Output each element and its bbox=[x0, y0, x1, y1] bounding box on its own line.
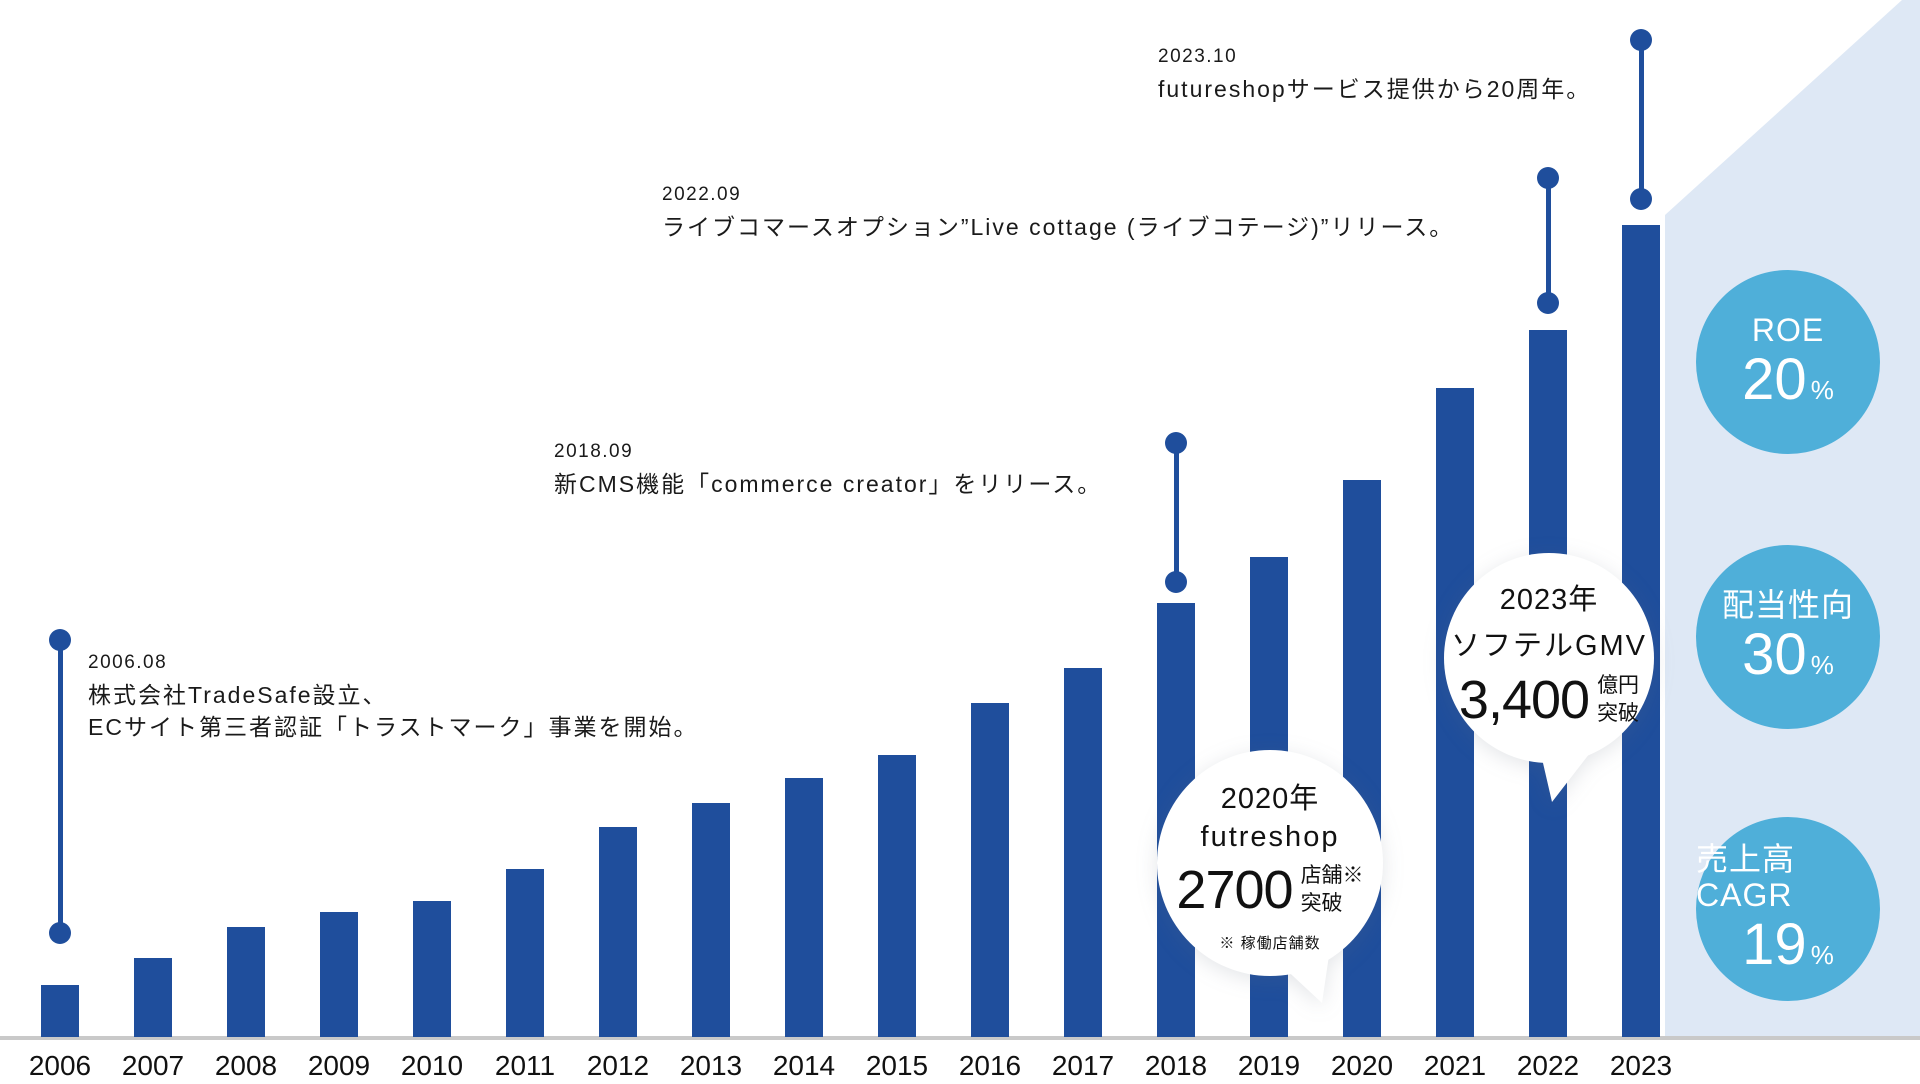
bubble-content: 2020年 futreshop 2700 店舗※ 突破 ※ 稼働店舗数 bbox=[1155, 775, 1385, 953]
year-label-2012: 2012 bbox=[586, 1050, 650, 1081]
bubble-unit: 店舗※ 突破 bbox=[1300, 864, 1364, 915]
milestone-connector-line bbox=[1638, 40, 1644, 199]
year-label-2009: 2009 bbox=[307, 1050, 371, 1081]
bubble-number: 3,400 bbox=[1458, 670, 1590, 730]
year-label-2011: 2011 bbox=[494, 1050, 556, 1081]
bar-2009 bbox=[320, 912, 358, 1037]
connector-dot-bottom bbox=[49, 922, 71, 944]
bar-2013 bbox=[692, 803, 730, 1037]
year-label-2017: 2017 bbox=[1051, 1050, 1115, 1081]
bubble-footnote: ※ 稼働店舗数 bbox=[1219, 935, 1321, 952]
connector-dot-bottom bbox=[1165, 571, 1187, 593]
milestone-2022: 2022.09 ライブコマースオプション”Live cottage (ライブコテ… bbox=[662, 184, 1454, 243]
kpi-number: 19 bbox=[1742, 911, 1807, 977]
milestone-date: 2006.08 bbox=[88, 652, 168, 673]
kpi-label: 配当性向 bbox=[1721, 586, 1854, 623]
bubble-number: 2700 bbox=[1176, 860, 1293, 920]
kpi-sales-cagr-circle: 売上高CAGR 19 % bbox=[1696, 817, 1880, 1001]
kpi-unit: % bbox=[1810, 650, 1834, 681]
kpi-roe-circle: ROE 20 % bbox=[1696, 270, 1880, 454]
bubble-figure: 3,400 億円 突破 bbox=[1439, 672, 1659, 728]
bubble-service-name: ソフテルGMV bbox=[1450, 630, 1648, 662]
year-label-2019: 2019 bbox=[1237, 1050, 1301, 1081]
kpi-label: ROE bbox=[1751, 311, 1825, 348]
year-label-2013: 2013 bbox=[679, 1050, 743, 1081]
milestone-date: 2023.10 bbox=[1158, 46, 1238, 67]
year-label-2022: 2022 bbox=[1516, 1050, 1580, 1081]
year-label-2016: 2016 bbox=[958, 1050, 1022, 1081]
kpi-unit: % bbox=[1810, 939, 1834, 970]
milestone-text: 株式会社TradeSafe設立、 bbox=[88, 682, 388, 708]
milestone-2006: 2006.08 株式会社TradeSafe設立、 ECサイト第三者認証「トラスト… bbox=[88, 652, 699, 743]
milestone-connector-line bbox=[57, 640, 63, 933]
bar-2014 bbox=[785, 778, 823, 1037]
bar-2007 bbox=[134, 958, 172, 1037]
connector-dot-top bbox=[1630, 29, 1652, 51]
year-label-2015: 2015 bbox=[865, 1050, 929, 1081]
milestone-date: 2018.09 bbox=[554, 441, 634, 462]
bubble-content: 2023年 ソフテルGMV 3,400 億円 突破 bbox=[1439, 576, 1659, 728]
year-label-2018: 2018 bbox=[1144, 1050, 1208, 1081]
speech-bubble-shape bbox=[1444, 553, 1654, 802]
kpi-value: 30 % bbox=[1742, 622, 1834, 688]
year-label-2010: 2010 bbox=[400, 1050, 464, 1081]
year-label-2006: 2006 bbox=[28, 1050, 92, 1081]
milestone-2018: 2018.09 新CMS機能「commerce creator」をリリース。 bbox=[554, 441, 1102, 500]
x-axis-line bbox=[0, 1036, 1920, 1040]
kpi-value: 20 % bbox=[1742, 347, 1834, 413]
bar-2016 bbox=[971, 703, 1009, 1037]
bubble-figure: 2700 店舗※ 突破 bbox=[1155, 862, 1385, 918]
milestone-connector-line bbox=[1173, 443, 1179, 582]
milestone-text: futureshopサービス提供から20周年。 bbox=[1158, 76, 1592, 102]
kpi-label: 売上高CAGR bbox=[1696, 841, 1796, 913]
milestone-connector-line bbox=[1545, 178, 1551, 303]
kpi-number: 20 bbox=[1742, 347, 1807, 413]
kpi-value: 19 % bbox=[1742, 911, 1834, 977]
connector-dot-top bbox=[1165, 432, 1187, 454]
bubble-unit: 億円 突破 bbox=[1597, 674, 1640, 725]
bubble-service-name: futreshop bbox=[1200, 821, 1340, 853]
connector-dot-top bbox=[49, 629, 71, 651]
year-label-2020: 2020 bbox=[1330, 1050, 1394, 1081]
kpi-unit: % bbox=[1810, 375, 1834, 406]
connector-dot-bottom bbox=[1537, 292, 1559, 314]
milestone-text: ライブコマースオプション”Live cottage (ライブコテージ)”リリース… bbox=[662, 214, 1455, 240]
bar-2010 bbox=[413, 901, 451, 1037]
bubble-year: 2023年 bbox=[1499, 584, 1599, 616]
connector-dot-top bbox=[1537, 167, 1559, 189]
milestone-text: ECサイト第三者認証「トラストマーク」事業を開始。 bbox=[88, 714, 699, 740]
kpi-number: 30 bbox=[1742, 622, 1807, 688]
connector-dot-bottom bbox=[1630, 188, 1652, 210]
year-label-2021: 2021 bbox=[1423, 1050, 1487, 1081]
year-label-2007: 2007 bbox=[121, 1050, 185, 1081]
milestone-2023: 2023.10 futureshopサービス提供から20周年。 bbox=[1158, 46, 1591, 105]
bar-2012 bbox=[599, 827, 637, 1037]
bar-2017 bbox=[1064, 668, 1102, 1037]
bar-2006 bbox=[41, 985, 79, 1037]
milestone-date: 2022.09 bbox=[662, 184, 742, 205]
bubble-year: 2020年 bbox=[1220, 783, 1320, 815]
bubble-2020-stores: 2020年 futreshop 2700 店舗※ 突破 ※ 稼働店舗数 bbox=[1140, 735, 1400, 1020]
year-label-2014: 2014 bbox=[772, 1050, 836, 1081]
year-label-2008: 2008 bbox=[214, 1050, 278, 1081]
kpi-payout-ratio-circle: 配当性向 30 % bbox=[1696, 545, 1880, 729]
bar-2011 bbox=[506, 869, 544, 1037]
year-label-2023: 2023 bbox=[1609, 1050, 1673, 1081]
bubble-2023-gmv: 2023年 ソフテルGMV 3,400 億円 突破 bbox=[1430, 540, 1680, 815]
bar-2008 bbox=[227, 927, 265, 1037]
milestone-text: 新CMS機能「commerce creator」をリリース。 bbox=[554, 471, 1103, 497]
speech-bubble-shape bbox=[1157, 750, 1383, 1003]
bar-2020 bbox=[1343, 480, 1381, 1037]
bar-2015 bbox=[878, 755, 916, 1037]
